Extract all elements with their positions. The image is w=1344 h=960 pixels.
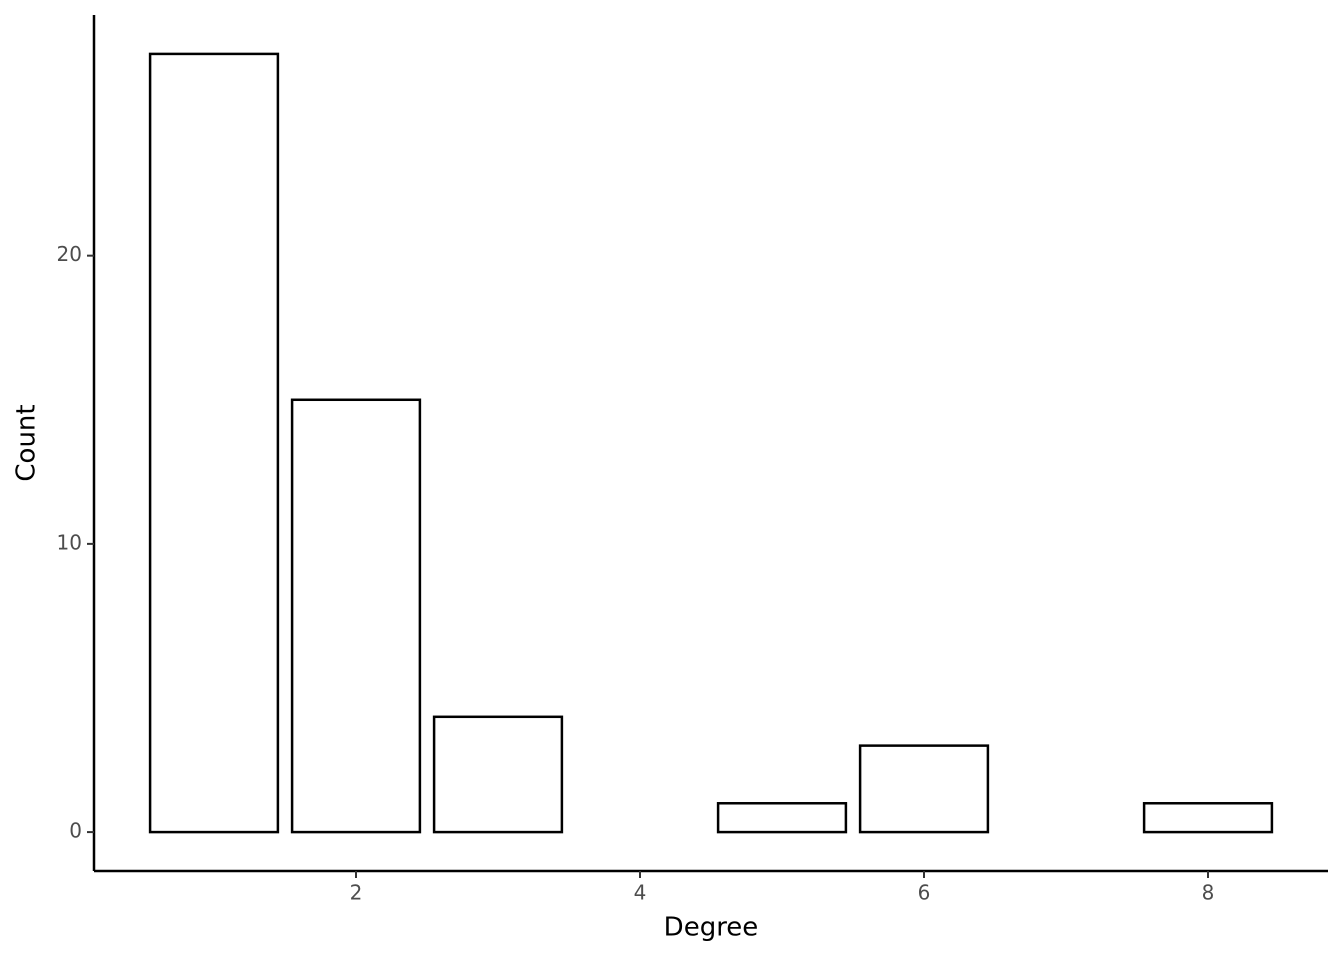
bar <box>432 715 564 834</box>
y-tick-label: 20 <box>57 242 82 266</box>
x-tick-label: 6 <box>918 881 931 905</box>
bar <box>1142 802 1274 834</box>
bar <box>290 398 422 834</box>
x-tick-label: 2 <box>350 881 363 905</box>
x-axis-title: Degree <box>664 913 759 943</box>
bar <box>716 802 848 834</box>
bar <box>148 52 280 834</box>
y-tick-label: 0 <box>69 819 82 843</box>
bar <box>858 744 990 834</box>
x-tick-label: 4 <box>634 881 647 905</box>
y-axis-title: Count <box>12 404 42 481</box>
y-tick-label: 10 <box>57 530 82 554</box>
x-tick-label: 8 <box>1202 881 1215 905</box>
